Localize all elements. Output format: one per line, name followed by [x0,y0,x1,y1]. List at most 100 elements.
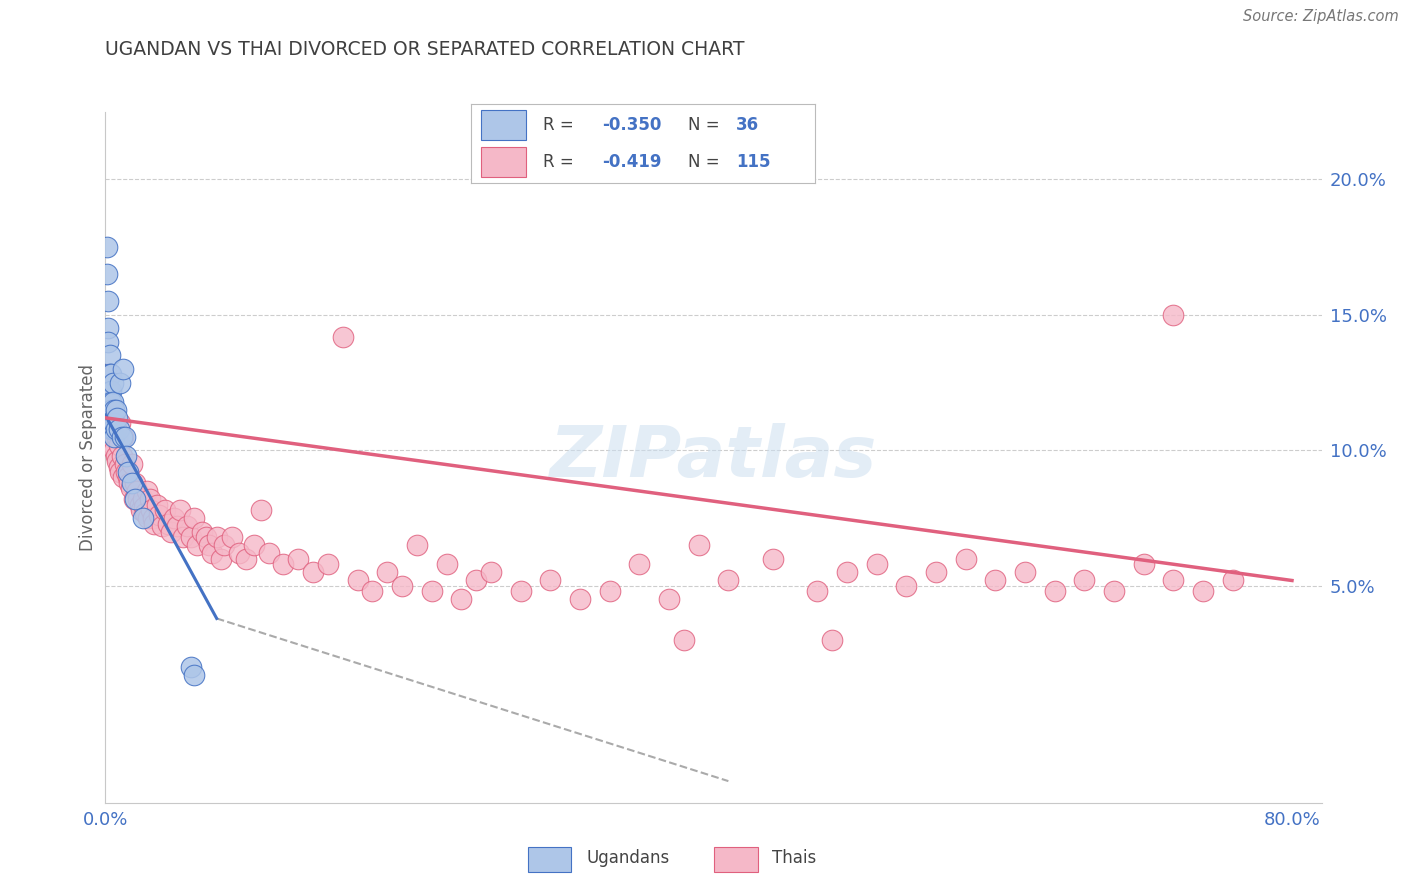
Point [98,368,121,382]
Text: -0.419: -0.419 [602,153,661,170]
Point [131,492,153,507]
Point [169,503,191,517]
Point [835,566,858,580]
Point [436,558,458,572]
Point [195,530,218,544]
Point [103,402,125,417]
Point [672,633,695,648]
Point [100,422,122,436]
Text: Ugandans: Ugandans [586,849,669,867]
Point [375,566,398,580]
Point [124,492,146,507]
Point [242,538,264,552]
Point [212,538,235,552]
Point [148,508,170,523]
Point [111,430,134,444]
FancyBboxPatch shape [481,110,526,140]
FancyBboxPatch shape [481,147,526,177]
Point [105,454,128,468]
Point [100,402,122,417]
Point [1014,566,1036,580]
Point [98,384,121,398]
Point [101,394,124,409]
Point [984,574,1007,588]
Text: N =: N = [688,153,725,170]
Point [569,592,592,607]
Text: Source: ZipAtlas.com: Source: ZipAtlas.com [1243,9,1399,24]
Point [101,438,124,452]
Point [97,321,120,335]
Point [479,566,502,580]
Point [100,368,122,382]
Text: Thais: Thais [772,849,817,867]
Text: R =: R = [543,153,579,170]
Point [1102,584,1125,599]
Point [821,633,844,648]
Point [114,457,136,471]
Point [101,376,124,390]
Point [273,558,295,572]
Point [104,422,127,436]
Point [97,402,120,417]
Point [129,503,152,517]
Point [110,376,132,390]
Point [180,660,202,674]
Point [101,422,124,436]
Text: N =: N = [688,116,725,134]
Point [112,362,135,376]
Point [302,566,325,580]
Point [107,459,129,474]
Point [191,524,214,539]
Point [250,503,273,517]
Point [806,584,828,599]
Point [103,443,125,458]
Point [156,516,179,531]
Point [115,465,138,479]
Point [257,546,280,560]
Point [139,492,162,507]
Point [96,368,118,382]
Point [105,430,128,444]
Point [125,483,148,498]
Point [391,579,413,593]
Point [103,417,125,431]
Point [1132,558,1154,572]
Text: UGANDAN VS THAI DIVORCED OR SEPARATED CORRELATION CHART: UGANDAN VS THAI DIVORCED OR SEPARATED CO… [105,40,745,59]
Point [658,592,681,607]
Text: R =: R = [543,116,579,134]
Point [107,438,129,452]
Point [1222,574,1244,588]
Point [114,430,136,444]
Point [228,546,250,560]
Point [406,538,429,552]
Point [98,422,121,436]
Point [118,475,141,490]
Point [332,329,354,343]
Text: -0.350: -0.350 [602,116,661,134]
Point [122,492,145,507]
Point [103,430,125,444]
Point [1073,574,1095,588]
Point [159,524,181,539]
Point [205,530,228,544]
Point [104,422,127,436]
Point [96,267,118,281]
Point [346,574,368,588]
Point [127,492,149,507]
Point [98,394,121,409]
Y-axis label: Divorced or Separated: Divorced or Separated [79,364,97,550]
Point [131,511,153,525]
FancyBboxPatch shape [527,847,571,872]
Point [117,470,139,484]
Point [201,546,224,560]
Point [97,384,120,398]
Point [115,449,138,463]
Point [316,558,339,572]
Point [221,530,243,544]
Point [110,417,132,431]
Point [465,574,488,588]
Point [112,470,135,484]
Point [121,457,143,471]
Point [509,584,531,599]
Point [450,592,472,607]
